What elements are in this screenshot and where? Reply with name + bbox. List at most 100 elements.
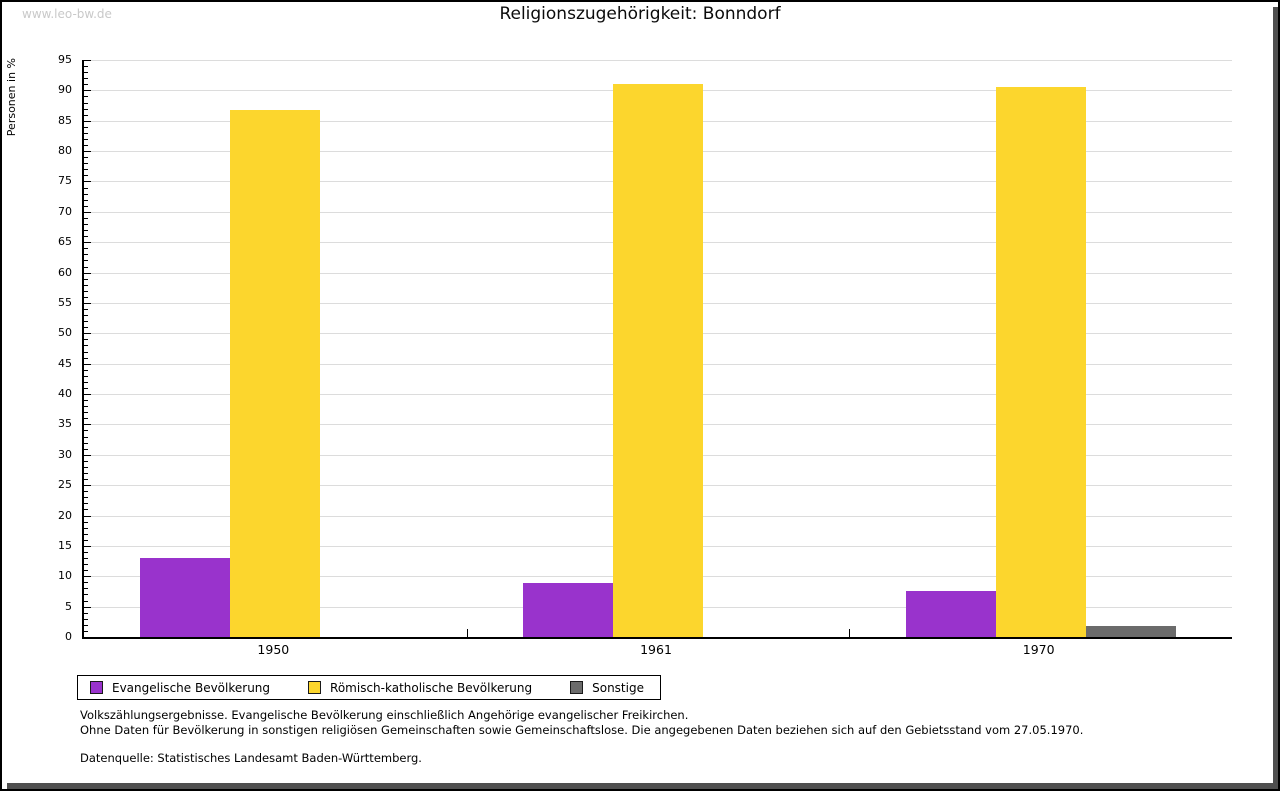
y-major-tick: [84, 515, 91, 517]
legend-entry-sonstige: Sonstige: [570, 681, 644, 695]
y-minor-tick: [84, 102, 88, 104]
y-tick-label-80: 80: [58, 144, 72, 158]
y-minor-tick: [84, 436, 88, 438]
y-minor-tick: [84, 582, 88, 584]
footer-source: Datenquelle: Statistisches Landesamt Bad…: [80, 751, 422, 765]
y-minor-tick: [84, 132, 88, 134]
y-major-tick: [84, 120, 91, 122]
gridline-95: [84, 60, 1232, 61]
y-minor-tick: [84, 260, 88, 262]
y-tick-label-55: 55: [58, 295, 72, 309]
y-tick-label-90: 90: [58, 83, 72, 97]
y-major-tick: [84, 454, 91, 456]
y-minor-tick: [84, 108, 88, 110]
x-boundary-tick: [849, 629, 851, 637]
y-minor-tick: [84, 290, 88, 292]
y-minor-tick: [84, 278, 88, 280]
y-minor-tick: [84, 236, 88, 238]
y-minor-tick: [84, 497, 88, 499]
x-boundary-tick: [466, 629, 468, 637]
y-minor-tick: [84, 357, 88, 359]
y-minor-tick: [84, 418, 88, 420]
y-major-tick: [84, 211, 91, 213]
y-minor-tick: [84, 345, 88, 347]
y-tick-label-0: 0: [65, 630, 72, 643]
bar-katholisch-1950: [230, 109, 321, 637]
y-minor-tick: [84, 600, 88, 602]
footer-note-1: Volkszählungsergebnisse. Evangelische Be…: [80, 708, 689, 722]
y-minor-tick: [84, 72, 88, 74]
bar-evangelisch-1950: [140, 558, 231, 637]
y-minor-tick: [84, 412, 88, 414]
y-major-tick: [84, 485, 91, 487]
y-minor-tick: [84, 351, 88, 353]
y-major-tick: [84, 60, 91, 61]
y-major-tick: [84, 545, 91, 547]
y-minor-tick: [84, 430, 88, 432]
y-tick-label-40: 40: [58, 387, 72, 401]
y-major-tick: [84, 576, 91, 578]
y-minor-tick: [84, 321, 88, 323]
bar-katholisch-1970: [995, 86, 1086, 637]
y-minor-tick: [84, 145, 88, 147]
y-minor-tick: [84, 375, 88, 377]
y-tick-label-10: 10: [58, 569, 72, 583]
y-tick-label-70: 70: [58, 204, 72, 218]
x-tick-label-1961: 1961: [640, 642, 672, 657]
leo-bw-watermark: www.leo-bw.de: [22, 7, 112, 21]
y-minor-tick: [84, 138, 88, 140]
y-major-tick: [84, 424, 91, 426]
footer-notes: Volkszählungsergebnisse. Evangelische Be…: [80, 708, 1220, 766]
bar-katholisch-1961: [613, 84, 703, 637]
y-minor-tick: [84, 66, 88, 68]
legend-swatch-sonstige: [570, 681, 584, 694]
y-axis-title: Personen in %: [5, 58, 18, 137]
y-minor-tick: [84, 570, 88, 572]
y-minor-tick: [84, 630, 88, 632]
y-minor-tick: [84, 473, 88, 474]
y-minor-tick: [84, 521, 88, 523]
y-minor-tick: [84, 254, 88, 256]
y-major-tick: [84, 181, 91, 183]
y-tick-label-15: 15: [58, 538, 72, 552]
y-minor-tick: [84, 387, 88, 389]
y-minor-tick: [84, 551, 88, 553]
legend-box: Evangelische Bevölkerung Römisch-katholis…: [77, 675, 661, 700]
y-minor-tick: [84, 327, 88, 329]
y-tick-label-50: 50: [58, 326, 72, 340]
legend-swatch-katholisch: [308, 681, 322, 694]
y-tick-label-65: 65: [58, 235, 72, 249]
y-tick-label-95: 95: [58, 53, 72, 66]
y-minor-tick: [84, 126, 88, 128]
y-minor-tick: [84, 618, 88, 620]
y-minor-tick: [84, 527, 88, 529]
y-tick-label-30: 30: [58, 447, 72, 461]
y-minor-tick: [84, 114, 88, 116]
y-minor-tick: [84, 539, 88, 541]
y-minor-tick: [84, 223, 88, 225]
y-major-tick: [84, 90, 91, 92]
bar-evangelisch-1970: [905, 590, 996, 637]
y-axis-tick-labels: 0 5 10 15 20 25 30 35 40 45 50 55 60 65 70 75 80 85 90 95: [38, 53, 78, 643]
y-minor-tick: [84, 266, 88, 268]
y-minor-tick: [84, 339, 88, 341]
y-tick-label-75: 75: [58, 174, 72, 188]
y-minor-tick: [84, 448, 88, 450]
y-minor-tick: [84, 509, 88, 511]
frame-shadow-right: [1273, 7, 1279, 790]
bar-sonstige-1970: [1085, 626, 1176, 637]
y-minor-tick: [84, 157, 88, 159]
y-major-tick: [84, 151, 91, 153]
y-minor-tick: [84, 248, 88, 250]
y-minor-tick: [84, 594, 88, 596]
y-minor-tick: [84, 309, 88, 311]
y-minor-tick: [84, 460, 88, 462]
legend-label-katholisch: Römisch-katholische Bevölkerung: [330, 680, 533, 695]
y-minor-tick: [84, 564, 88, 566]
y-minor-tick: [84, 503, 88, 505]
y-major-tick: [84, 272, 91, 274]
legend-label-sonstige: Sonstige: [592, 680, 644, 695]
y-minor-tick: [84, 479, 88, 481]
y-minor-tick: [84, 296, 88, 298]
